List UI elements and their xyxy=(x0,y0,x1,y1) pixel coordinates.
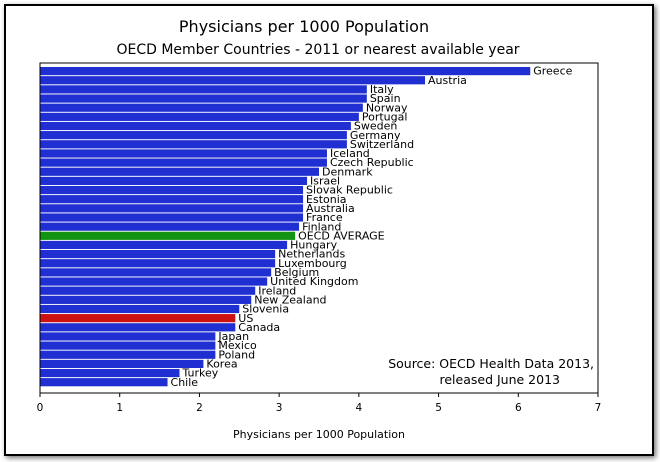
x-tick-label-1: 1 xyxy=(116,402,123,414)
bar-chile xyxy=(40,378,168,387)
bar-label-korea: Korea xyxy=(206,358,237,371)
bar-israel xyxy=(40,176,308,185)
bar-label-new-zealand: New Zealand xyxy=(254,293,326,306)
bars-group xyxy=(40,67,531,387)
bar-label-israel: Israel xyxy=(310,175,340,188)
bar-japan xyxy=(40,332,216,341)
bar-italy xyxy=(40,85,367,94)
bar-label-netherlands: Netherlands xyxy=(278,248,345,261)
x-tick-label-6: 6 xyxy=(515,402,522,414)
x-tick-label-0: 0 xyxy=(37,402,44,414)
bar-denmark xyxy=(40,167,319,176)
bar-norway xyxy=(40,103,363,112)
bar-slovenia xyxy=(40,304,240,314)
bar-label-sweden: Sweden xyxy=(354,120,397,133)
bar-czech-republic xyxy=(40,158,327,167)
bar-belgium xyxy=(40,268,272,277)
bar-france xyxy=(40,213,304,222)
bar-label-greece: Greece xyxy=(533,65,572,78)
bar-label-us: US xyxy=(238,312,253,325)
bar-finland xyxy=(40,222,300,231)
bar-label-norway: Norway xyxy=(366,101,408,114)
x-tick-label-5: 5 xyxy=(435,402,442,414)
plot-area xyxy=(39,62,599,394)
bar-label-austria: Austria xyxy=(428,74,467,87)
bar-us xyxy=(40,314,236,323)
bar-label-germany: Germany xyxy=(350,129,401,142)
bar-label-hungary: Hungary xyxy=(290,239,337,252)
bar-label-slovenia: Slovenia xyxy=(242,303,289,316)
bar-luxembourg xyxy=(40,259,276,268)
x-axis-label: Physicians per 1000 Population xyxy=(233,428,405,441)
bar-label-denmark: Denmark xyxy=(322,165,373,178)
bar-label-switzerland: Switzerland xyxy=(350,138,414,151)
bar-canada xyxy=(40,323,236,332)
bar-label-belgium: Belgium xyxy=(274,266,319,279)
bar-label-luxembourg: Luxembourg xyxy=(278,257,347,270)
bar-label-czech-republic: Czech Republic xyxy=(330,156,414,169)
bar-label-canada: Canada xyxy=(238,321,280,334)
bar-label-turkey: Turkey xyxy=(182,367,219,380)
x-tick-label-3: 3 xyxy=(276,402,283,414)
bar-iceland xyxy=(40,149,327,158)
bar-oecd-average xyxy=(40,231,296,240)
bar-poland xyxy=(40,350,216,359)
bar-austria xyxy=(40,76,426,85)
bar-labels-group: Greece Austria ItalySpainNorwayPortugalSwe… xyxy=(171,65,573,389)
bar-label-iceland: Iceland xyxy=(330,147,370,160)
source-note-line1: Source: OECD Health Data 2013, xyxy=(388,356,594,371)
bar-ireland xyxy=(40,286,256,295)
bar-korea xyxy=(40,359,204,368)
source-note-line2: released June 2013 xyxy=(440,372,561,387)
x-tick-label-7: 7 xyxy=(595,402,602,414)
x-axis-ticks: 0 1 2 3 4 5 6 7 xyxy=(37,393,602,414)
bar-new-zealand xyxy=(40,295,252,304)
bar-label-oecd-average: OECD AVERAGE xyxy=(298,229,385,242)
chart-title: Physicians per 1000 Population xyxy=(179,17,429,36)
x-tick-label-2: 2 xyxy=(196,402,203,414)
bar-turkey xyxy=(40,368,180,378)
bar-label-italy: Italy xyxy=(370,83,394,96)
bar-switzerland xyxy=(40,140,347,149)
bar-australia xyxy=(40,204,304,213)
bar-label-france: France xyxy=(306,211,343,224)
bar-germany xyxy=(40,131,347,140)
bar-label-finland: Finland xyxy=(302,220,341,233)
bar-hungary xyxy=(40,240,288,250)
bar-label-spain: Spain xyxy=(370,92,401,105)
bar-label-japan: Japan xyxy=(217,330,249,343)
bar-greece xyxy=(40,67,531,76)
bar-netherlands xyxy=(40,250,276,259)
bar-label-mexico: Mexico xyxy=(218,339,257,352)
bar-label-australia: Australia xyxy=(306,202,355,215)
chart-subtitle: OECD Member Countries - 2011 or nearest … xyxy=(116,42,519,58)
bar-estonia xyxy=(40,195,304,204)
bar-slovak-republic xyxy=(40,185,304,195)
bar-label-ireland: Ireland xyxy=(258,284,296,297)
bar-sweden xyxy=(40,121,351,131)
bar-spain xyxy=(40,94,367,103)
bar-label-united-kingdom: United Kingdom xyxy=(270,275,358,288)
bar-label-chile: Chile xyxy=(171,376,199,389)
bar-label-poland: Poland xyxy=(218,348,255,361)
bar-portugal xyxy=(40,112,359,121)
bar-label-portugal: Portugal xyxy=(362,110,408,123)
bar-label-slovak-republic: Slovak Republic xyxy=(306,184,393,197)
x-tick-label-4: 4 xyxy=(356,402,363,414)
bar-united-kingdom xyxy=(40,277,268,286)
bar-label-estonia: Estonia xyxy=(306,193,347,206)
bar-mexico xyxy=(40,341,216,350)
